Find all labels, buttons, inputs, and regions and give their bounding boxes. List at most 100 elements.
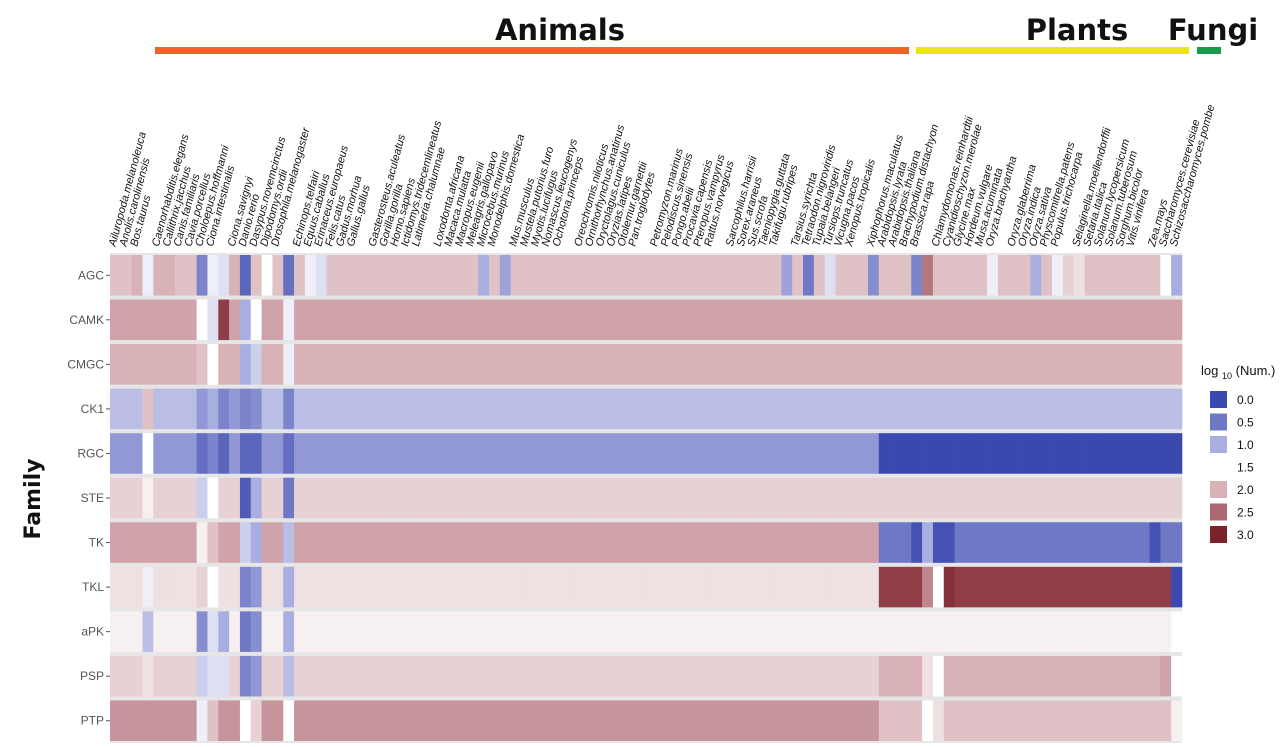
heatmap-cell	[272, 388, 284, 430]
heatmap-cell	[911, 344, 923, 385]
heatmap-cell	[467, 522, 479, 563]
heatmap-cell	[1127, 655, 1139, 697]
heatmap-cell	[673, 344, 685, 385]
heatmap-cell	[445, 433, 457, 474]
heatmap-cell	[413, 566, 425, 608]
heatmap-cell	[1106, 566, 1118, 608]
heatmap-cell	[716, 388, 728, 430]
heatmap-cell	[781, 655, 793, 697]
heatmap-cell	[326, 255, 338, 296]
heatmap-cell	[1171, 477, 1183, 519]
heatmap-cell	[456, 477, 468, 519]
heatmap-cell	[1127, 477, 1139, 519]
heatmap-cell	[727, 344, 739, 385]
heatmap-cell	[932, 433, 945, 474]
heatmap-cell	[218, 477, 230, 519]
heatmap-cell	[835, 611, 847, 652]
heatmap-cell	[683, 255, 696, 296]
heatmap-cell	[1073, 655, 1085, 697]
heatmap-cell	[174, 344, 187, 385]
heatmap-cell	[110, 700, 122, 741]
heatmap-cell	[499, 611, 511, 652]
heatmap-cell	[185, 655, 197, 697]
heatmap-cell	[770, 566, 782, 608]
heatmap-cell	[359, 344, 371, 385]
heatmap-cell	[781, 388, 793, 430]
heatmap-cell	[997, 522, 1010, 563]
heatmap-cell	[380, 700, 392, 741]
heatmap-cell	[803, 344, 815, 385]
heatmap-cell	[196, 522, 208, 563]
heatmap-cell	[1117, 477, 1129, 519]
heatmap-cell	[261, 477, 273, 519]
heatmap-cell	[813, 344, 825, 385]
heatmap-cell	[662, 566, 674, 608]
heatmap-cell	[532, 611, 544, 652]
heatmap-cell	[857, 255, 869, 296]
heatmap-cell	[218, 344, 230, 385]
heatmap-cell	[803, 388, 815, 430]
heatmap-cell	[1019, 611, 1031, 652]
heatmap-cell	[304, 700, 317, 741]
heatmap-cell	[564, 344, 576, 385]
heatmap-cell	[792, 255, 804, 296]
heatmap-cell	[1106, 655, 1118, 697]
heatmap-cell	[185, 344, 197, 385]
heatmap-cell	[857, 344, 869, 385]
heatmap-cell	[543, 255, 555, 296]
heatmap-cell	[1019, 477, 1031, 519]
heatmap-cell	[229, 299, 241, 341]
family-label: STE	[81, 491, 104, 505]
heatmap-cell	[1084, 522, 1096, 563]
heatmap-cell	[1052, 566, 1064, 608]
legend-key	[1210, 413, 1227, 431]
heatmap-cell	[1062, 255, 1075, 296]
heatmap-cell	[424, 388, 436, 430]
heatmap-cell	[532, 700, 544, 741]
heatmap-cell	[110, 344, 122, 385]
heatmap-cell	[239, 433, 252, 474]
heatmap-cell	[283, 344, 295, 385]
heatmap-cell	[456, 299, 468, 341]
heatmap-cell	[564, 522, 576, 563]
heatmap-cell	[943, 700, 955, 741]
heatmap-cell	[705, 611, 717, 652]
heatmap-cell	[391, 388, 403, 430]
legend-label: 1.5	[1237, 461, 1254, 475]
heatmap-cell	[997, 700, 1010, 741]
heatmap-cell	[1138, 255, 1150, 296]
heatmap-cell	[1019, 299, 1031, 341]
heatmap-cell	[824, 611, 836, 652]
heatmap-cell	[261, 611, 273, 652]
heatmap-cell	[1106, 388, 1118, 430]
heatmap-cell	[943, 299, 955, 341]
heatmap-cell	[456, 388, 468, 430]
heatmap-cell	[900, 700, 912, 741]
heatmap-cell	[185, 611, 197, 652]
heatmap-cell	[976, 522, 988, 563]
group-title: Fungi	[1168, 13, 1258, 47]
heatmap-cell	[294, 299, 306, 341]
heatmap-cell	[391, 477, 403, 519]
heatmap-cell	[586, 388, 598, 430]
heatmap-cell	[640, 344, 652, 385]
heatmap-cell	[120, 433, 132, 474]
heatmap-cell	[1008, 700, 1020, 741]
heatmap-cell	[987, 299, 999, 341]
heatmap-cell	[867, 388, 880, 430]
heatmap-cell	[597, 655, 609, 697]
heatmap-cell	[835, 388, 847, 430]
heatmap-cell	[1127, 388, 1139, 430]
heatmap-cell	[239, 255, 252, 296]
heatmap-cell	[997, 477, 1010, 519]
heatmap-cell	[813, 299, 825, 341]
heatmap-cell	[878, 611, 890, 652]
heatmap-cell	[878, 477, 890, 519]
heatmap-cell	[976, 611, 988, 652]
heatmap-cell	[575, 344, 587, 385]
heatmap-cell	[207, 655, 219, 697]
heatmap-cell	[900, 255, 912, 296]
heatmap-cell	[369, 611, 382, 652]
heatmap-cell	[748, 433, 760, 474]
heatmap-cell	[553, 566, 566, 608]
